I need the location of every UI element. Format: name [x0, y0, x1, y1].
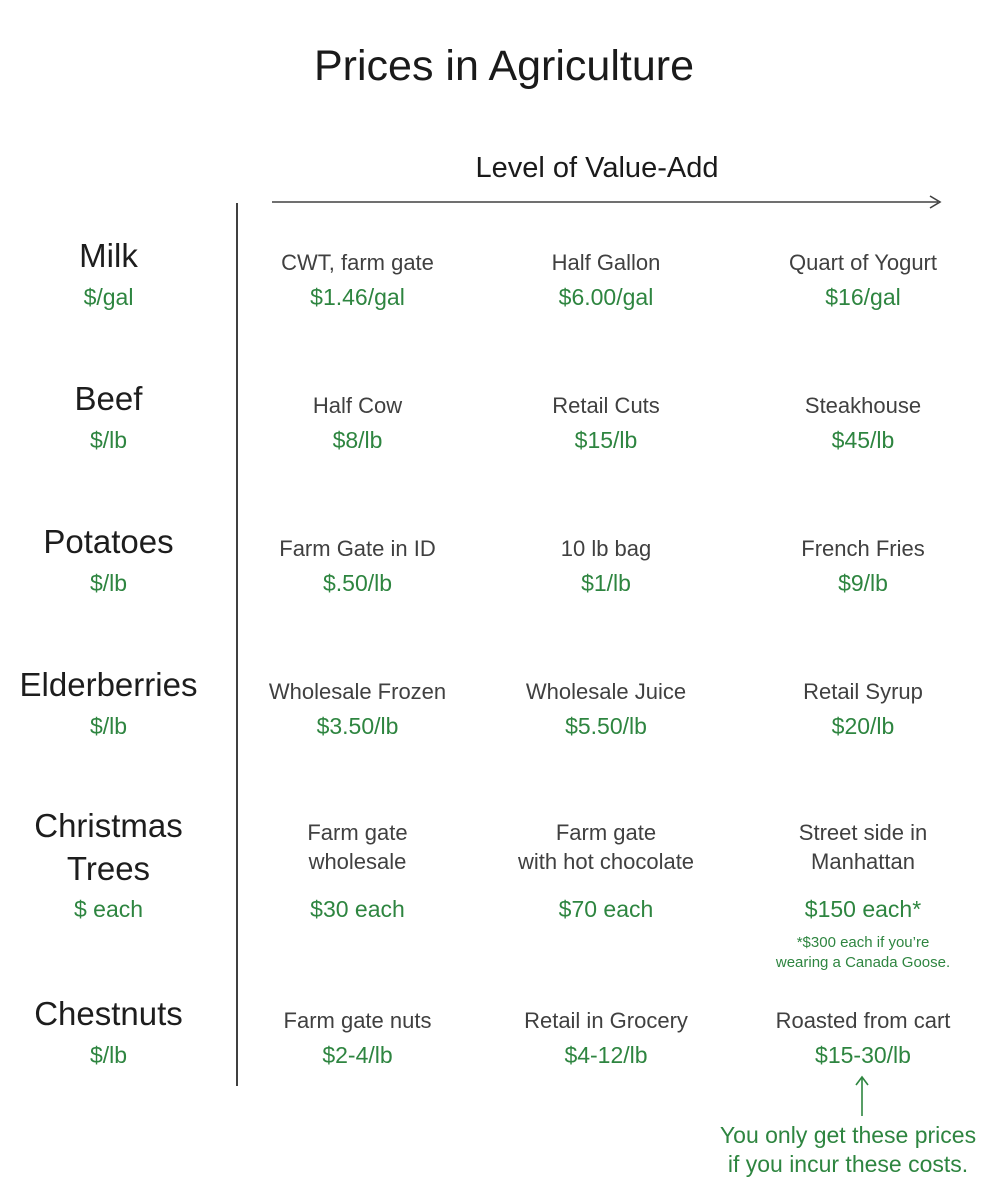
cell-label: CWT, farm gate: [281, 250, 434, 276]
product-name: Milk: [79, 237, 138, 275]
value-cell: Farm gate nuts $2-4/lb: [237, 988, 478, 1108]
price-footnote: *$300 each if you’re wearing a Canada Go…: [775, 934, 951, 971]
cell-price: $5.50/lb: [565, 713, 647, 739]
cell-price: $150 each*: [804, 896, 922, 922]
table-row-chestnuts: Chestnuts $/lb Farm gate nuts $2-4/lb Re…: [0, 988, 1008, 1108]
row-header: Christmas Trees $ each: [0, 802, 237, 988]
cell-label: Half Gallon: [551, 250, 661, 276]
value-cell: 10 lb bag $1/lb: [478, 516, 734, 659]
cell-label: Roasted from cart: [775, 1008, 951, 1034]
row-header: Milk $/gal: [0, 230, 237, 373]
product-unit: $/lb: [89, 713, 128, 739]
cell-label: Farm gate with hot chocolate: [517, 820, 695, 874]
row-header: Chestnuts $/lb: [0, 988, 237, 1108]
cell-label: Farm gate wholesale: [307, 820, 408, 874]
cell-label: Wholesale Frozen: [268, 679, 447, 705]
cell-price: $2-4/lb: [322, 1042, 393, 1068]
cell-price: $6.00/gal: [558, 284, 654, 310]
product-unit: $/lb: [89, 570, 128, 596]
cell-label: French Fries: [801, 536, 925, 562]
value-cell: Roasted from cart $15-30/lb: [734, 988, 992, 1108]
cell-label: Farm gate nuts: [283, 1008, 432, 1034]
cell-price: $.50/lb: [322, 570, 393, 596]
value-cell: Farm gate with hot chocolate $70 each: [478, 802, 734, 988]
product-unit: $/lb: [89, 1042, 128, 1068]
table-row-beef: Beef $/lb Half Cow $8/lb Retail Cuts $15…: [0, 373, 1008, 516]
row-header: Elderberries $/lb: [0, 659, 237, 802]
cell-label: Street side in Manhattan: [798, 820, 928, 874]
product-unit: $/lb: [89, 427, 128, 453]
cell-label: Steakhouse: [804, 393, 922, 419]
cell-label: Retail in Grocery: [524, 1008, 688, 1034]
cell-price: $9/lb: [838, 570, 888, 596]
value-cell: Half Gallon $6.00/gal: [478, 230, 734, 373]
cell-label: Quart of Yogurt: [789, 250, 937, 276]
table-row-elderberries: Elderberries $/lb Wholesale Frozen $3.50…: [0, 659, 1008, 802]
cell-price: $8/lb: [332, 427, 383, 453]
cell-price: $1.46/gal: [310, 284, 405, 310]
cell-price: $15-30/lb: [815, 1042, 911, 1068]
value-cell: Farm gate wholesale $30 each: [237, 802, 478, 988]
cell-label: Half Cow: [312, 393, 403, 419]
value-cell: Wholesale Juice $5.50/lb: [478, 659, 734, 802]
product-name: Elderberries: [19, 666, 198, 704]
cell-price: $3.50/lb: [316, 713, 399, 739]
cell-price: $45/lb: [831, 427, 895, 453]
cell-label: 10 lb bag: [560, 536, 652, 562]
price-table: Milk $/gal CWT, farm gate $1.46/gal Half…: [0, 230, 1008, 1108]
right-arrow-icon: [272, 195, 942, 209]
value-cell: Retail in Grocery $4-12/lb: [478, 988, 734, 1108]
product-unit: $/gal: [83, 284, 134, 310]
product-unit: $ each: [73, 896, 144, 922]
cell-price: $20/lb: [831, 713, 895, 739]
cell-label: Retail Cuts: [552, 393, 660, 419]
page-title: Prices in Agriculture: [314, 42, 694, 90]
product-name: Potatoes: [43, 523, 174, 561]
value-cell: Quart of Yogurt $16/gal: [734, 230, 992, 373]
value-add-axis-label: Level of Value-Add: [475, 152, 719, 184]
product-name: Beef: [74, 380, 143, 418]
value-cell: Farm Gate in ID $.50/lb: [237, 516, 478, 659]
table-row-milk: Milk $/gal CWT, farm gate $1.46/gal Half…: [0, 230, 1008, 373]
table-row-christmas-trees: Christmas Trees $ each Farm gate wholesa…: [0, 802, 1008, 988]
cell-price: $30 each: [310, 896, 405, 922]
up-arrow-icon: [855, 1075, 869, 1116]
cell-label: Farm Gate in ID: [279, 536, 436, 562]
product-name: Christmas Trees: [34, 807, 183, 887]
cell-price: $1/lb: [581, 570, 631, 596]
value-cell: Half Cow $8/lb: [237, 373, 478, 516]
value-cell: Steakhouse $45/lb: [734, 373, 992, 516]
value-cell: Wholesale Frozen $3.50/lb: [237, 659, 478, 802]
value-cell: CWT, farm gate $1.46/gal: [237, 230, 478, 373]
row-header: Potatoes $/lb: [0, 516, 237, 659]
annotation-note: You only get these prices if you incur t…: [719, 1122, 977, 1177]
value-cell: French Fries $9/lb: [734, 516, 992, 659]
value-cell: Retail Syrup $20/lb: [734, 659, 992, 802]
value-cell: Street side in Manhattan $150 each* *$30…: [734, 802, 992, 988]
cell-price: $4-12/lb: [564, 1042, 648, 1068]
cell-label: Wholesale Juice: [525, 679, 687, 705]
cell-price: $70 each: [558, 896, 654, 922]
vertical-divider: [236, 203, 238, 1086]
cell-price: $16/gal: [825, 284, 901, 310]
row-header: Beef $/lb: [0, 373, 237, 516]
product-name: Chestnuts: [34, 995, 183, 1033]
table-row-potatoes: Potatoes $/lb Farm Gate in ID $.50/lb 10…: [0, 516, 1008, 659]
cell-price: $15/lb: [574, 427, 638, 453]
value-cell: Retail Cuts $15/lb: [478, 373, 734, 516]
cell-label: Retail Syrup: [803, 679, 923, 705]
